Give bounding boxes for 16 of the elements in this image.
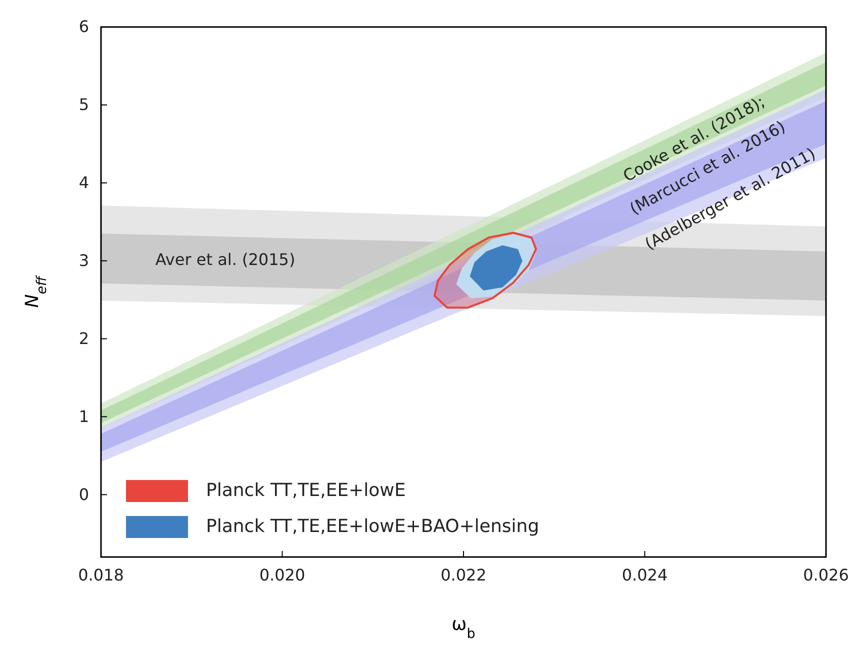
y-tick-label: 2 [78, 328, 89, 348]
x-tick-label: 0.022 [440, 565, 486, 584]
annotation: Aver et al. (2015) [155, 250, 296, 270]
x-tick-label: 0.018 [78, 565, 124, 584]
y-tick-label: 5 [78, 95, 89, 114]
x-tick-label: 0.024 [622, 565, 668, 584]
x-axis-title: ω$_{b}$ [452, 614, 476, 642]
y-tick-label: 0 [78, 484, 89, 504]
y-tick-label: 3 [78, 250, 89, 270]
y-tick-label: 1 [78, 406, 89, 426]
legend-label: Planck TT,TE,EE+lowE [206, 480, 406, 501]
y-tick-label: 4 [78, 173, 89, 192]
legend-label: Planck TT,TE,EE+lowE+BAO+lensing [206, 516, 540, 537]
x-tick-label: 0.026 [803, 565, 849, 584]
y-tick-label: 6 [78, 17, 89, 36]
x-tick-label: 0.020 [259, 565, 306, 584]
